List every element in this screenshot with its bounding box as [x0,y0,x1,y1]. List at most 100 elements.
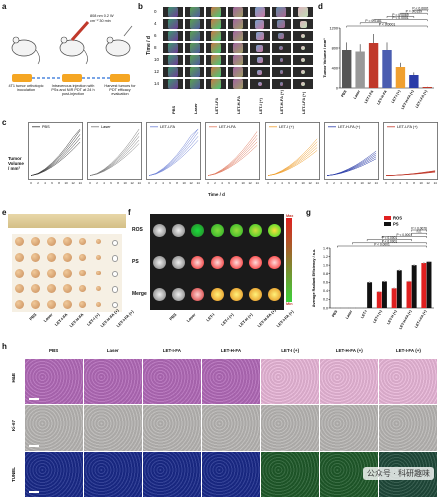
tumor [31,237,41,247]
x-tick-label: 8 [177,181,179,185]
panel-c-letter: c [2,118,7,127]
tumor [111,255,119,262]
tumor [15,268,25,278]
bar [376,291,382,308]
scale-min-label: Min [286,302,293,306]
tumor [111,301,119,309]
bar [382,50,392,88]
panel-h: PBS Laser LET-I-FA LET-H-FA LET-I (+) LET-H-F… [8,348,438,498]
tumor [79,300,87,308]
tumor-image [167,31,178,41]
histology-tile [24,405,83,451]
bar [382,281,387,308]
watermark-text: 公众号 · 科研趣味 [362,467,434,480]
x-tick-label: 6 [51,181,53,185]
x-tick-label: 12 [72,181,76,185]
ruler [8,214,126,228]
group-labels: PBS Laser LET-I-FA LET-H-FA LET-I (+) LET-H-F… [162,90,314,114]
x-tick-label: 12 [249,181,253,185]
x-tick-label: 14 [138,181,142,185]
bar [421,263,427,308]
tissue-fluorescence [229,223,243,237]
tumor [46,252,56,262]
tumor-image [167,19,178,29]
y-tick-label: 0 [336,86,338,90]
x-tick-label: 2 [37,181,39,185]
panel-b-letter: b [138,2,143,11]
tumor [46,284,56,294]
p-value-label: P < 0.0001 [379,22,396,26]
x-tick-label: 2 [215,181,217,185]
tissue-fluorescence [191,287,205,301]
growth-curve [90,128,140,176]
tumor [95,270,101,276]
data-point [413,264,415,266]
tumor [111,286,119,293]
panel-a: -4 d 0 d 14 d 4T1 tumor orthotopic inocu… [8,6,136,111]
group-label: LET-I-FA (+) [115,309,135,329]
tissue-fluorescence [191,255,205,269]
group-label: Laser [192,103,198,114]
significance-bracket [373,19,428,22]
x-tick-label: 8 [58,181,60,185]
tumor [62,299,72,309]
panel-h-letter: h [2,342,7,351]
x-tick-label: LET-H (+) [386,309,398,325]
radiant-efficiency-bar-chart: 0.0 0.2 0.4 0.6 0.8 1.0 1.2 1.4 Average Radiant … [312,215,434,330]
panel-b: Time / d 0 4 6 8 10 12 14 PBS Laser LET-I-FA LET-… [146,6,318,114]
x-tick-label: LET-I [360,310,368,320]
p-value-label: P < 0.0001 [374,243,390,247]
tumor-image [301,58,305,62]
x-tick-label: 10 [124,181,128,185]
tumor-image [301,34,306,38]
tissue-fluorescence [172,287,186,301]
x-tick-label: 4 [163,181,165,185]
data-point [393,287,395,289]
panel-f-letter: f [128,208,131,217]
tumor-image [189,67,200,77]
y-tick-label: 0.4 [323,289,328,293]
significance-bracket [413,9,428,12]
group-label: LET-I (+) [219,312,235,327]
tumor [62,284,72,294]
group-label: LET-I [204,312,216,323]
tumor [79,254,87,261]
x-tick-label: 0 [267,181,269,185]
growth-curve [267,138,317,176]
tissue-fluorescence [153,223,167,237]
data-point [428,261,430,263]
tumor-image [211,43,222,53]
tumor [95,301,101,307]
bar [411,265,417,308]
histology-tile [379,405,438,451]
panel-g: 0.0 0.2 0.4 0.6 0.8 1.0 1.2 1.4 Average Radiant … [310,212,438,340]
group-label: LET-H-FA [236,96,241,114]
scale-bar [28,398,39,401]
tumor [31,284,41,294]
tumor [31,299,41,309]
x-tick-label: 14 [197,181,201,185]
x-tick-label: 4 [281,181,283,185]
histology-tile [261,405,320,451]
data-point [354,307,356,309]
histology-tile [24,451,83,498]
tumor [111,270,119,278]
histology-tile [379,358,438,405]
tumor-image [301,46,305,50]
growth-subplot: LET-I (+) 0 2 4 6 8 10 12 14 [264,122,320,185]
growth-curve [208,131,258,176]
tumor-image [257,69,263,75]
legend-label: Laser [101,125,111,129]
panel-e: PBS Laser LET-I-FA LET-H-FA LET-I (+) LET-H-F… [8,214,135,338]
x-tick-label: Laser [353,89,362,100]
tumor-image [233,19,243,29]
data-point [368,281,371,283]
growth-subplot: LET-H-FA 0 2 4 6 8 10 12 14 [205,122,261,185]
x-tick-label: 2 [96,181,98,185]
tissue-fluorescence [229,255,243,269]
legend-label: PS [393,221,399,226]
x-tick-label: 8 [354,181,356,185]
day-labels: 0 4 6 8 10 12 14 [154,6,162,90]
tumor-image [276,7,287,17]
tumor-image [256,44,264,52]
